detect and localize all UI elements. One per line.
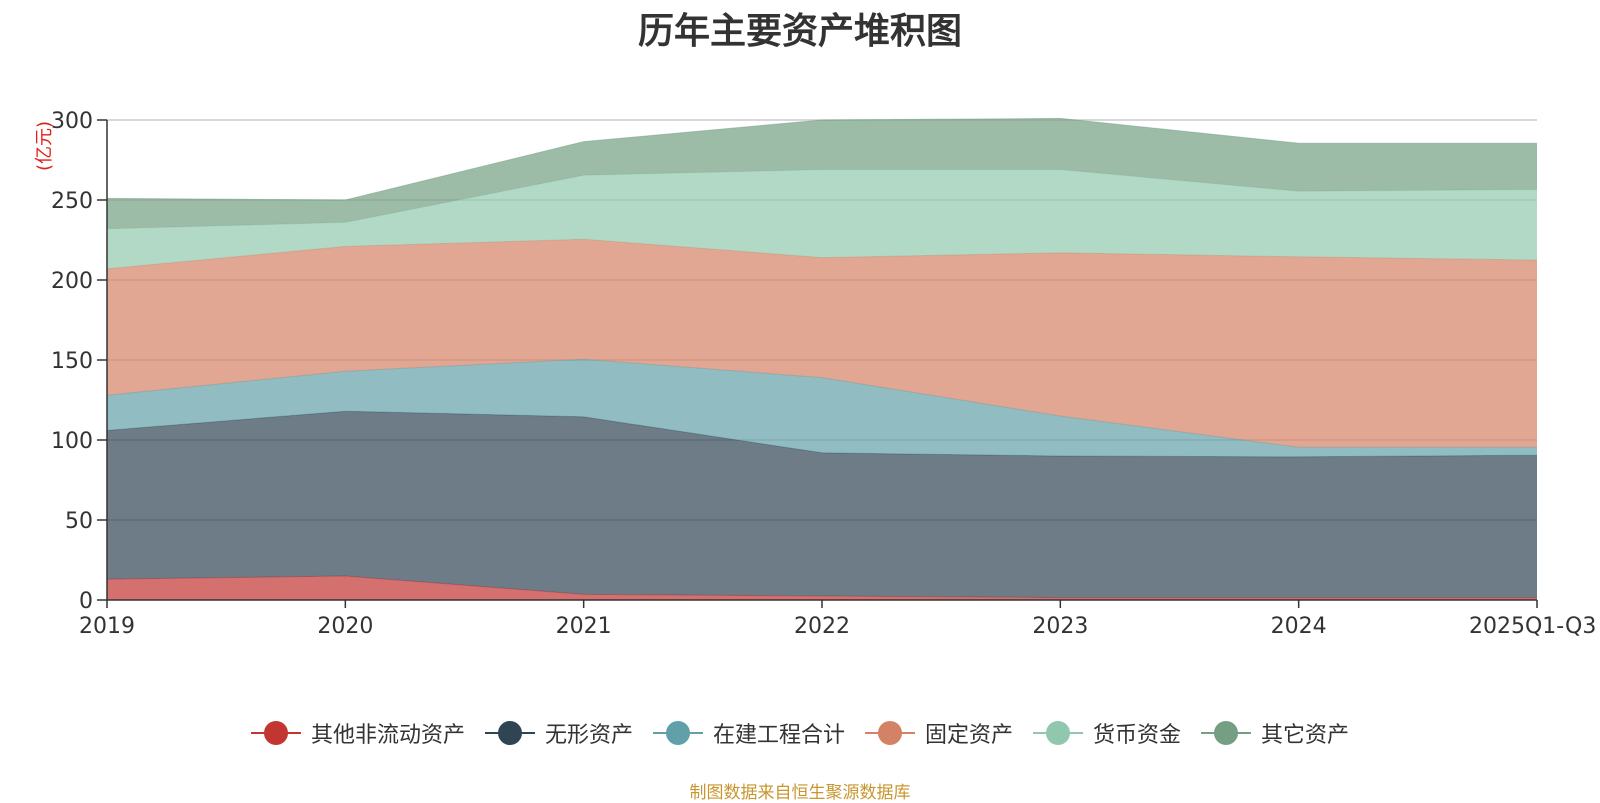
x-tick-label: 2025Q1-Q3 bbox=[1469, 614, 1596, 639]
legend-label: 其他非流动资产 bbox=[310, 723, 465, 748]
legend-marker-icon bbox=[652, 720, 703, 746]
y-tick-label: 50 bbox=[65, 509, 93, 534]
area-series-4[interactable] bbox=[107, 169, 1537, 269]
data-point-5-4[interactable] bbox=[1056, 114, 1064, 122]
legend-marker-icon bbox=[865, 720, 915, 746]
area-series-3[interactable] bbox=[107, 239, 1537, 448]
x-tick-label: 2024 bbox=[1271, 614, 1327, 639]
y-tick-label: 300 bbox=[51, 109, 93, 134]
data-point-5-6[interactable] bbox=[1533, 139, 1541, 147]
x-tick-label: 2022 bbox=[794, 614, 850, 639]
chart-title: 历年主要资产堆积图 bbox=[637, 11, 962, 52]
legend-item-1[interactable]: 无形资产 bbox=[484, 717, 633, 749]
x-tick-label: 2021 bbox=[556, 614, 612, 639]
data-point-5-5[interactable] bbox=[1295, 139, 1303, 147]
y-tick-label: 0 bbox=[79, 589, 93, 614]
legend-item-3[interactable]: 固定资产 bbox=[865, 717, 1013, 749]
legend-label: 其它资产 bbox=[1261, 723, 1350, 748]
legend-label: 固定资产 bbox=[925, 723, 1014, 748]
y-tick-label: 250 bbox=[51, 189, 93, 214]
area-series-5[interactable] bbox=[107, 118, 1537, 229]
y-unit-label: (亿元) bbox=[34, 121, 55, 171]
legend-item-0[interactable]: 其他非流动资产 bbox=[250, 717, 465, 749]
area-layer bbox=[106, 114, 1541, 600]
legend-label: 无形资产 bbox=[544, 723, 633, 748]
legend-marker-icon bbox=[250, 720, 301, 746]
legend-marker-icon bbox=[484, 720, 535, 746]
x-tick-label: 2019 bbox=[79, 614, 135, 639]
legend-item-4[interactable]: 货币资金 bbox=[1033, 717, 1181, 749]
data-point-5-2[interactable] bbox=[580, 138, 588, 146]
area-series-1[interactable] bbox=[107, 411, 1537, 598]
legend-label: 货币资金 bbox=[1093, 723, 1182, 748]
axis-layer: 0 50 100 150 200 250 300 2019 2020 2021 2022 2023 20… bbox=[34, 109, 1596, 639]
data-point-5-3[interactable] bbox=[818, 116, 826, 124]
legend: 其他非流动资产 无形资产 在建工程合计 固定资产 货币资金 其它资产 bbox=[0, 716, 1600, 750]
y-tick-label: 150 bbox=[51, 349, 93, 374]
x-tick-label: 2020 bbox=[317, 614, 373, 639]
legend-item-5[interactable]: 其它资产 bbox=[1201, 717, 1349, 749]
legend-marker-icon bbox=[1033, 720, 1084, 746]
legend-item-2[interactable]: 在建工程合计 bbox=[652, 717, 845, 749]
legend-marker-icon bbox=[1201, 720, 1252, 746]
chart-canvas: 0 50 100 150 200 250 300 2019 2020 2021 2022 2023 20… bbox=[34, 109, 1596, 639]
x-tick-label: 2023 bbox=[1032, 614, 1088, 639]
legend-label: 在建工程合计 bbox=[712, 723, 845, 748]
source-note: 制图数据来自恒生聚源数据库 bbox=[689, 783, 911, 803]
data-point-5-1[interactable] bbox=[341, 196, 349, 204]
area-series-0[interactable] bbox=[107, 576, 1537, 600]
y-tick-label: 200 bbox=[51, 269, 93, 294]
area-series-2[interactable] bbox=[107, 359, 1537, 457]
area-edge-series-5 bbox=[106, 117, 1537, 201]
y-tick-label: 100 bbox=[51, 429, 93, 454]
